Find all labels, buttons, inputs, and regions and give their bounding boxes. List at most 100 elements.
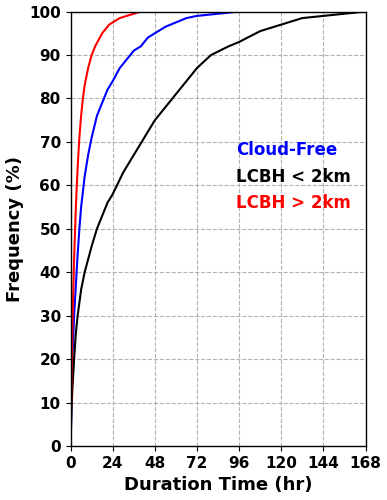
Cloud-Free	[132, 48, 136, 54]
LCBH > 2km	[103, 26, 108, 32]
LCBH < 2km	[152, 117, 157, 123]
LCBH < 2km	[100, 213, 104, 219]
LCBH > 2km	[163, 8, 168, 14]
LCBH < 2km	[209, 52, 213, 58]
LCBH > 2km	[82, 82, 87, 88]
LCBH < 2km	[163, 104, 168, 110]
Cloud-Free	[68, 443, 73, 449]
Cloud-Free	[110, 78, 115, 84]
Cloud-Free	[77, 226, 82, 232]
Cloud-Free	[237, 8, 241, 14]
LCBH < 2km	[342, 10, 347, 16]
LCBH < 2km	[72, 356, 76, 362]
LCBH > 2km	[363, 8, 368, 14]
LCBH > 2km	[237, 8, 241, 14]
Cloud-Free	[146, 34, 150, 40]
Line: LCBH > 2km: LCBH > 2km	[70, 12, 365, 446]
LCBH > 2km	[79, 113, 84, 119]
LCBH > 2km	[70, 326, 75, 332]
X-axis label: Duration Time (hr): Duration Time (hr)	[124, 476, 312, 494]
Cloud-Free	[125, 56, 129, 62]
LCBH > 2km	[139, 8, 143, 14]
LCBH < 2km	[363, 8, 368, 14]
LCBH < 2km	[258, 28, 262, 34]
LCBH > 2km	[184, 8, 189, 14]
Cloud-Free	[139, 44, 143, 50]
LCBH < 2km	[237, 39, 241, 45]
LCBH > 2km	[195, 8, 199, 14]
Cloud-Free	[105, 87, 110, 93]
LCBH < 2km	[184, 78, 189, 84]
Line: Cloud-Free: Cloud-Free	[70, 12, 365, 446]
LCBH < 2km	[70, 386, 75, 392]
LCBH < 2km	[82, 270, 87, 276]
LCBH < 2km	[68, 443, 73, 449]
LCBH < 2km	[74, 330, 78, 336]
LCBH > 2km	[279, 8, 284, 14]
Cloud-Free	[74, 282, 78, 288]
LCBH < 2km	[69, 408, 74, 414]
LCBH > 2km	[68, 443, 73, 449]
LCBH < 2km	[79, 286, 84, 292]
Cloud-Free	[86, 152, 91, 158]
LCBH > 2km	[80, 96, 85, 102]
Cloud-Free	[79, 204, 84, 210]
LCBH < 2km	[86, 256, 91, 262]
LCBH > 2km	[132, 10, 136, 16]
Legend: Cloud-Free, LCBH < 2km, LCBH > 2km: Cloud-Free, LCBH < 2km, LCBH > 2km	[229, 134, 357, 218]
LCBH > 2km	[117, 15, 122, 21]
Cloud-Free	[152, 30, 157, 36]
LCBH < 2km	[226, 44, 231, 50]
LCBH < 2km	[80, 278, 85, 284]
Cloud-Free	[279, 8, 284, 14]
LCBH < 2km	[142, 134, 147, 140]
LCBH < 2km	[321, 13, 326, 19]
LCBH > 2km	[74, 204, 78, 210]
Cloud-Free	[195, 13, 199, 19]
LCBH < 2km	[94, 226, 99, 232]
Cloud-Free	[321, 8, 326, 14]
LCBH < 2km	[110, 191, 115, 197]
LCBH > 2km	[96, 37, 101, 43]
LCBH < 2km	[132, 152, 136, 158]
Cloud-Free	[363, 8, 368, 14]
Cloud-Free	[258, 8, 262, 14]
Cloud-Free	[69, 400, 74, 406]
LCBH > 2km	[93, 44, 98, 50]
LCBH < 2km	[89, 243, 94, 249]
Cloud-Free	[82, 174, 87, 180]
LCBH > 2km	[125, 13, 129, 19]
Cloud-Free	[174, 20, 178, 26]
Cloud-Free	[216, 10, 220, 16]
Cloud-Free	[117, 65, 122, 71]
LCBH > 2km	[86, 65, 91, 71]
Cloud-Free	[184, 15, 189, 21]
LCBH > 2km	[77, 134, 82, 140]
LCBH < 2km	[77, 300, 82, 306]
LCBH < 2km	[279, 22, 284, 28]
Cloud-Free	[70, 356, 75, 362]
LCBH < 2km	[121, 170, 125, 175]
LCBH > 2km	[152, 8, 157, 14]
LCBH < 2km	[174, 91, 178, 97]
LCBH < 2km	[300, 15, 305, 21]
Y-axis label: Frequency (%): Frequency (%)	[5, 156, 24, 302]
LCBH > 2km	[146, 8, 150, 14]
LCBH > 2km	[110, 20, 115, 26]
LCBH < 2km	[195, 65, 199, 71]
LCBH < 2km	[75, 313, 80, 319]
Cloud-Free	[94, 113, 99, 119]
Cloud-Free	[89, 134, 94, 140]
LCBH < 2km	[105, 200, 110, 206]
LCBH > 2km	[89, 52, 94, 58]
LCBH > 2km	[69, 378, 74, 384]
Cloud-Free	[163, 24, 168, 30]
LCBH > 2km	[107, 22, 111, 28]
LCBH > 2km	[100, 30, 104, 36]
LCBH > 2km	[174, 8, 178, 14]
Cloud-Free	[100, 100, 104, 106]
Cloud-Free	[72, 313, 76, 319]
LCBH > 2km	[75, 165, 80, 171]
Cloud-Free	[75, 252, 80, 258]
LCBH > 2km	[321, 8, 326, 14]
